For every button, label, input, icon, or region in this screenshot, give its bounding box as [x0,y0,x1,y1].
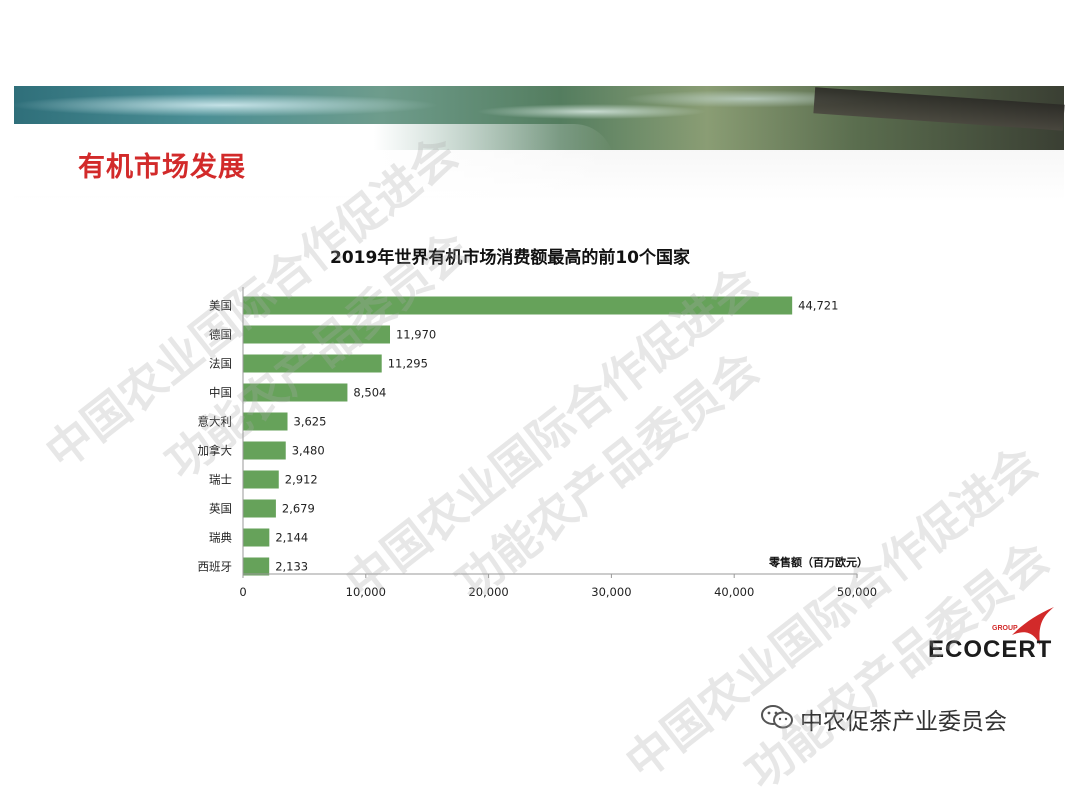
bar [243,470,279,489]
data-label: 2,133 [275,560,308,574]
data-label: 8,504 [353,386,386,400]
wechat-icon [761,705,793,729]
category-label: 中国 [209,386,232,400]
data-label: 11,970 [396,328,436,342]
title-panel [14,124,614,196]
category-label: 瑞典 [209,531,232,545]
x-tick-label: 0 [239,585,246,599]
category-label: 瑞士 [209,473,232,487]
category-label: 意大利 [198,415,233,429]
bar [243,441,286,460]
bar [243,499,276,518]
bar [243,528,270,547]
bar-chart: 美国 44,721 德国 11,970 法国 11,295 中国 8,504 意大利 3,625 加… [198,287,877,599]
x-tick-label: 20,000 [468,585,508,599]
bar [243,296,793,315]
ecocert-logo: ECOCERT [928,636,1053,663]
data-label: 3,625 [294,415,327,429]
data-label: 2,912 [285,473,318,487]
data-label: 2,679 [282,502,315,516]
data-label: 11,295 [388,357,428,371]
category-label: 法国 [209,357,232,371]
category-label: 英国 [209,502,232,516]
bar [243,412,288,431]
category-label: 加拿大 [198,444,233,458]
bar [243,383,348,402]
data-label: 2,144 [275,531,308,545]
category-label: 西班牙 [198,560,233,574]
unit-label: 零售额（百万欧元） [768,555,868,569]
ecocert-bird-icon [1012,607,1054,645]
x-tick-label: 40,000 [714,585,754,599]
x-tick-label: 50,000 [837,585,877,599]
logo-group-label: GROUP [992,625,1018,632]
data-label: 3,480 [292,444,325,458]
section-title: 有机市场发展 [78,152,246,183]
x-tick-label: 10,000 [346,585,386,599]
category-label: 美国 [209,299,232,313]
bar [243,354,382,373]
chart-title: 2019年世界有机市场消费额最高的前10个国家 [330,248,690,268]
bar [243,557,270,576]
footer-account-name: 中农促茶产业委员会 [800,709,1007,735]
bar [243,325,390,344]
x-tick-label: 30,000 [591,585,631,599]
category-label: 德国 [209,328,232,342]
data-label: 44,721 [798,299,838,313]
